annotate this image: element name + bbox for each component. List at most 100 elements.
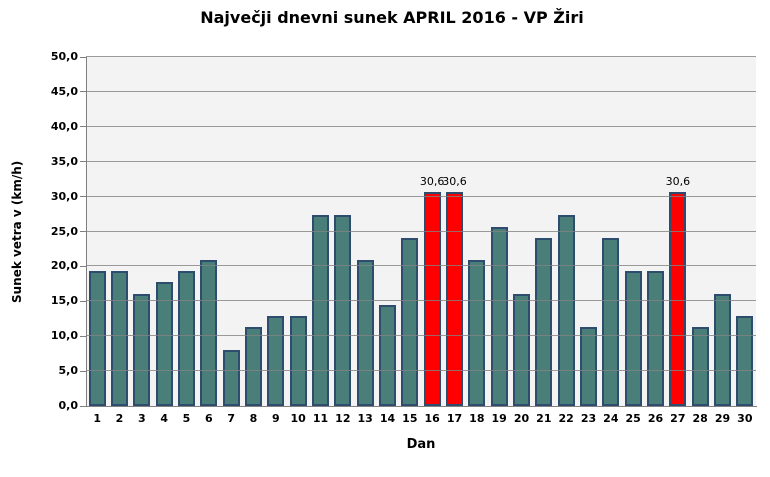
y-tick-label: 10,0 (50, 329, 78, 343)
bar-day-20 (513, 293, 530, 406)
bar-day-19 (490, 226, 508, 406)
bar-day-26 (647, 271, 664, 406)
y-tick-label: 40,0 (50, 119, 78, 133)
bar-value-label: 30,6 (442, 175, 467, 189)
bar-day-6 (200, 260, 218, 406)
gridline (86, 125, 756, 127)
x-tick-label: 30 (737, 412, 753, 425)
x-tick-label: 21 (536, 412, 552, 425)
gridline (86, 370, 756, 372)
x-tick-label: 12 (335, 412, 351, 425)
x-tick-label: 20 (513, 412, 530, 425)
y-axis-tick (80, 231, 86, 232)
y-axis-title: Sunek vetra v (km/h) (10, 160, 24, 303)
y-tick-label: 25,0 (50, 224, 78, 238)
y-axis-tick (80, 126, 86, 128)
bar-value-label: 30,6 (665, 175, 691, 189)
x-tick-label: 10 (290, 412, 306, 425)
y-axis-tick (80, 335, 86, 337)
x-tick-label: 25 (625, 412, 641, 425)
x-tick-label: 13 (357, 412, 373, 425)
bar-day-8 (245, 327, 262, 406)
bar-day-12 (334, 214, 352, 406)
x-tick-label: 23 (580, 412, 597, 425)
x-tick-label: 3 (138, 412, 146, 425)
x-tick-label: 19 (491, 412, 507, 425)
bar-day-27 (669, 192, 687, 406)
bar-value-label: 30,6 (419, 175, 445, 189)
bar-day-5 (178, 271, 195, 406)
x-tick-label: 17 (446, 412, 463, 425)
gridline (86, 195, 756, 197)
bar-day-11 (312, 214, 329, 406)
bar-day-22 (557, 214, 575, 406)
bar-day-13 (356, 260, 374, 406)
x-tick-label: 26 (647, 412, 664, 425)
bar-day-14 (379, 304, 396, 406)
bar-day-4 (155, 282, 173, 406)
y-axis-line (86, 57, 87, 407)
bar-day-1 (88, 271, 106, 406)
bar-day-2 (111, 271, 128, 406)
x-tick-label: 5 (182, 412, 191, 425)
bar-day-9 (267, 315, 285, 406)
x-tick-label: 1 (93, 412, 101, 425)
bar-day-3 (133, 293, 151, 406)
y-axis-tick (80, 370, 86, 372)
bar-day-7 (222, 350, 240, 406)
bar-day-15 (401, 237, 419, 406)
gridline (86, 335, 756, 337)
gridline (86, 300, 756, 302)
bar-day-23 (580, 327, 597, 406)
chart-title: Največji dnevni sunek APRIL 2016 - VP Ži… (200, 8, 584, 27)
bar-day-21 (535, 237, 553, 406)
x-tick-label: 22 (558, 412, 574, 425)
y-tick-label: 0,0 (58, 399, 79, 412)
bar-day-18 (468, 260, 486, 406)
gridline (86, 265, 756, 267)
y-tick-label: 45,0 (50, 84, 78, 98)
bar-day-29 (714, 293, 731, 406)
x-axis-line (86, 406, 757, 407)
bar-day-24 (602, 237, 620, 406)
x-tick-label: 2 (115, 412, 124, 425)
bar-day-28 (691, 327, 709, 406)
x-tick-label: 18 (469, 412, 485, 425)
bar-day-10 (289, 315, 307, 406)
gridline (86, 160, 756, 162)
y-axis-tick (80, 265, 86, 267)
y-axis-tick (80, 196, 86, 198)
y-tick-label: 30,0 (50, 189, 78, 203)
gridline (86, 56, 756, 57)
x-tick-label: 6 (205, 412, 213, 425)
bar-day-17 (446, 192, 463, 406)
x-tick-label: 24 (603, 412, 619, 425)
gridline (86, 90, 756, 92)
bar-day-30 (736, 315, 754, 406)
x-axis-title: Dan (406, 437, 436, 452)
x-tick-label: 14 (379, 412, 396, 425)
x-tick-label: 28 (692, 412, 708, 425)
x-tick-label: 11 (312, 412, 329, 425)
y-tick-label: 5,0 (58, 364, 79, 378)
gridline (86, 230, 756, 232)
y-axis-tick (80, 56, 86, 58)
plot-area (86, 57, 756, 406)
bar-day-16 (423, 192, 441, 406)
x-tick-label: 9 (272, 412, 280, 425)
x-tick-label: 29 (714, 412, 731, 425)
y-axis-tick (80, 300, 86, 302)
x-tick-label: 15 (402, 412, 418, 425)
x-tick-label: 16 (424, 412, 440, 425)
y-axis-tick (80, 91, 86, 93)
y-tick-label: 35,0 (50, 154, 78, 168)
y-tick-label: 50,0 (50, 50, 78, 63)
bar-day-25 (624, 271, 642, 406)
x-tick-label: 27 (670, 412, 686, 425)
y-axis-tick (80, 161, 86, 163)
y-tick-label: 20,0 (50, 259, 78, 273)
x-tick-label: 7 (227, 412, 235, 425)
x-tick-label: 8 (249, 412, 258, 425)
y-axis-tick (80, 405, 86, 407)
